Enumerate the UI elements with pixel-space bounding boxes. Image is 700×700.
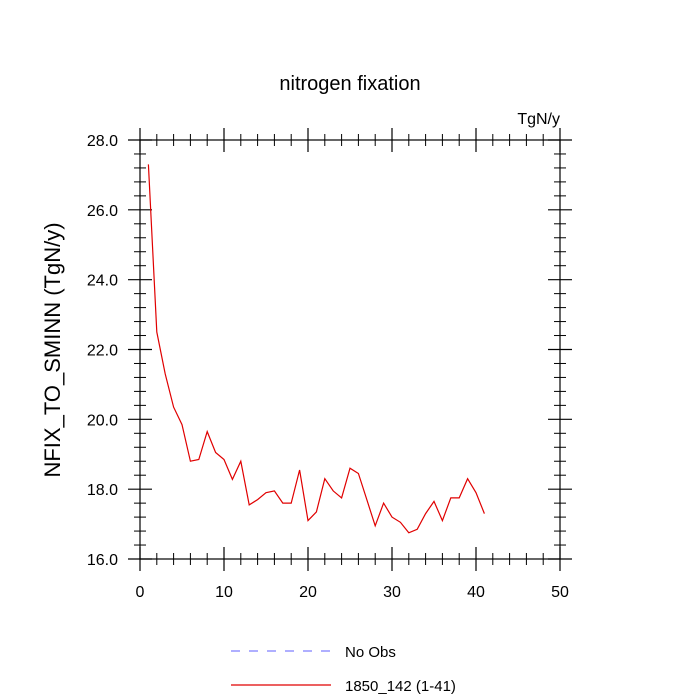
plot-frame	[139, 139, 561, 560]
chart-title: nitrogen fixation	[279, 73, 420, 95]
series-line	[147, 164, 485, 534]
x-tick-label: 20	[299, 584, 317, 601]
y-axis-label: NFIX_TO_SMINN (TgN/y)	[40, 222, 65, 477]
legend-label: No Obs	[345, 644, 396, 661]
y-tick-label: 16.0	[87, 552, 118, 569]
legend-label: 1850_142 (1-41)	[345, 678, 456, 695]
y-tick-label: 26.0	[87, 203, 118, 220]
axis-ticks	[128, 128, 572, 571]
y-tick-label: 22.0	[87, 343, 118, 360]
x-tick-label: 0	[136, 584, 145, 601]
y-tick-label: 20.0	[87, 412, 118, 429]
y-tick-label: 24.0	[87, 273, 118, 290]
x-tick-label: 10	[215, 584, 233, 601]
y-tick-label: 18.0	[87, 482, 118, 499]
units-label: TgN/y	[517, 111, 560, 128]
axis-tick-labels: 0 10 20 30 40 50 16.0 18.0 20.0 22.0 24.0 26.0 28.0	[87, 133, 569, 601]
series-lines	[147, 164, 485, 534]
x-tick-label: 30	[383, 584, 401, 601]
x-tick-label: 40	[467, 584, 485, 601]
x-tick-label: 50	[551, 584, 569, 601]
legend: No Obs 1850_142 (1-41)	[231, 644, 456, 695]
y-tick-label: 28.0	[87, 133, 118, 150]
